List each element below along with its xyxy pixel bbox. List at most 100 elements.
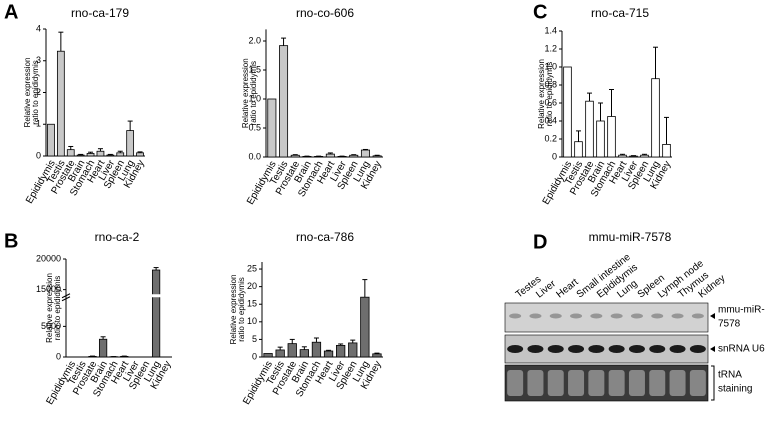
bar	[563, 66, 572, 158]
y-axis-label: Relative expression	[23, 58, 32, 128]
bar	[348, 342, 358, 358]
arrow	[710, 346, 715, 352]
y-axis-label: ratio to epididymis	[31, 60, 40, 124]
y-tick-label: 0	[252, 351, 257, 361]
blot-band	[630, 313, 643, 319]
bar	[360, 296, 370, 358]
bar	[372, 155, 382, 158]
y-tick-label: 20000	[36, 253, 61, 263]
blot-band	[669, 345, 686, 353]
y-tick-label: 0	[552, 151, 557, 161]
y-tick-label: 1.0	[544, 61, 557, 71]
blot-band	[590, 313, 603, 319]
y-tick-label: 1.5	[248, 64, 261, 74]
blot-title: mmu-miR-7578	[589, 230, 672, 244]
y-tick-label: 10	[247, 316, 257, 326]
bar	[76, 154, 85, 157]
blot-band	[568, 345, 585, 353]
bar	[106, 154, 115, 157]
chart-title: rno-ca-179	[71, 6, 129, 20]
blot-band	[671, 313, 684, 319]
chart-title: rno-ca-2	[95, 230, 140, 244]
bar	[275, 349, 285, 358]
blot-band	[649, 370, 666, 396]
panel-label: A	[4, 1, 18, 23]
y-tick-label: 0	[36, 150, 41, 160]
y-tick-label: 5000	[41, 321, 61, 331]
blot-band	[527, 370, 544, 396]
y-tick-label: 0.2	[544, 133, 557, 143]
y-tick-label: 20	[247, 281, 257, 291]
bar	[629, 155, 638, 158]
y-tick-label: 2.0	[248, 35, 261, 45]
bar	[607, 116, 616, 158]
y-axis-label: ratio to epididymis	[53, 276, 62, 340]
y-tick-label: 5	[252, 334, 257, 344]
panel-label: B	[4, 230, 18, 252]
blot-band	[608, 370, 625, 396]
bar	[86, 153, 95, 157]
row-label: snRNA U6	[718, 344, 765, 355]
bar	[651, 78, 660, 158]
blot-band	[691, 313, 704, 319]
blot-band	[608, 345, 625, 353]
bar	[98, 338, 108, 358]
blot-band	[507, 370, 524, 396]
bar	[66, 149, 75, 157]
bar	[267, 98, 277, 158]
bar	[116, 152, 125, 157]
bar	[349, 154, 359, 158]
panel-label: D	[533, 231, 547, 253]
bar	[574, 141, 583, 158]
y-axis-label: ratio to epididymis	[545, 62, 554, 126]
y-tick-label: 3	[36, 55, 41, 65]
y-tick-label: 1	[36, 119, 41, 129]
row-label: tRNA	[718, 370, 742, 381]
blot-band	[649, 345, 666, 353]
blot-band	[509, 313, 522, 319]
y-axis-label: Relative expression	[45, 273, 54, 343]
row-label: staining	[718, 384, 752, 395]
row-label: 7578	[718, 319, 741, 330]
blot-band	[689, 370, 706, 396]
bar	[640, 154, 649, 158]
y-tick-label: 1.0	[248, 93, 261, 103]
bar	[279, 45, 289, 158]
blot-band	[610, 313, 623, 319]
y-axis-label: ratio to epididymis	[237, 277, 246, 341]
y-tick-label: 1.2	[544, 43, 557, 53]
blot-band	[628, 345, 645, 353]
blot-band	[529, 313, 542, 319]
y-axis-label: Relative expression	[241, 58, 250, 128]
bar	[136, 152, 144, 157]
bar	[290, 154, 300, 158]
y-tick-label: 0.4	[544, 115, 557, 125]
bar	[662, 143, 671, 158]
y-tick-label: 15000	[36, 284, 61, 294]
blot-band	[568, 370, 585, 396]
y-tick-label: 0	[56, 351, 61, 361]
chart-title: rno-ca-715	[591, 6, 649, 20]
blot-band	[549, 313, 562, 319]
y-tick-label: 0.8	[544, 79, 557, 89]
bar	[299, 349, 309, 358]
blot-band	[669, 370, 686, 396]
blot-band	[588, 370, 605, 396]
bar	[287, 343, 297, 358]
y-axis-label: ratio to epididymis	[249, 61, 258, 125]
y-tick-label: 15	[247, 299, 257, 309]
y-tick-label: 1.4	[544, 25, 557, 35]
bar	[126, 130, 135, 157]
y-axis-label: Relative expression	[537, 59, 546, 129]
y-tick-label: 0.0	[248, 151, 261, 161]
bar	[372, 353, 382, 358]
bar	[47, 123, 55, 157]
y-tick-label: 0.5	[248, 122, 261, 132]
y-tick-label: 0.6	[544, 97, 557, 107]
lane-label: Heart	[554, 277, 580, 301]
bar	[151, 269, 161, 358]
y-tick-label: 2	[36, 87, 41, 97]
bar	[311, 341, 322, 358]
bar	[263, 353, 273, 358]
bar	[56, 50, 65, 157]
